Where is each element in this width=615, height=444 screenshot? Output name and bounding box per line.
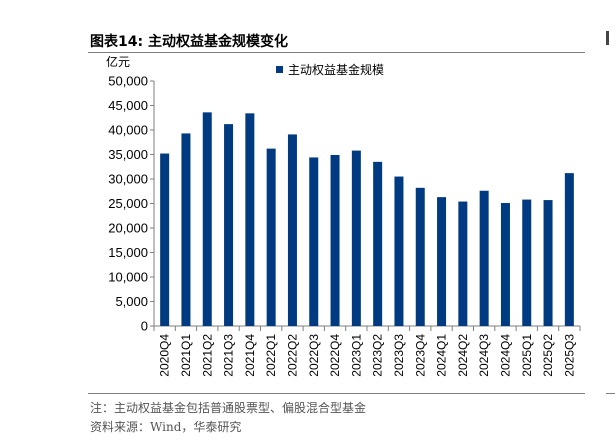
bar <box>373 161 383 326</box>
y-tick-label: 35,000 <box>108 147 148 162</box>
x-tick-label: 2024Q4 <box>498 334 512 377</box>
x-tick-label: 2025Q1 <box>520 334 534 377</box>
legend-label: 主动权益基金规模 <box>288 62 384 77</box>
x-tick-label: 2021Q1 <box>179 334 193 377</box>
figure-title-text: 主动权益基金规模变化 <box>147 34 288 50</box>
y-tick-label: 10,000 <box>108 270 148 285</box>
bar <box>160 153 170 326</box>
x-tick-label: 2024Q3 <box>477 334 491 377</box>
edge-mark <box>606 31 609 45</box>
y-tick-label: 50,000 <box>108 74 148 89</box>
x-tick-label: 2021Q4 <box>243 334 257 377</box>
x-tick-label: 2023Q2 <box>371 334 385 377</box>
bar <box>500 203 510 326</box>
bar <box>522 199 532 326</box>
x-tick-label: 2022Q4 <box>328 334 342 377</box>
x-tick-label: 2025Q3 <box>562 334 576 377</box>
x-tick-label: 2022Q3 <box>307 334 321 377</box>
x-tick-label: 2022Q2 <box>285 334 299 377</box>
x-tick-label: 2023Q4 <box>413 334 427 377</box>
footer-rule <box>88 393 585 394</box>
bar <box>181 133 191 326</box>
figure-title: 图表14: 主动权益基金规模变化 <box>90 31 288 51</box>
bar <box>287 134 297 326</box>
y-tick-label: 30,000 <box>108 172 148 187</box>
y-tick-label: 45,000 <box>108 98 148 113</box>
x-tick-label: 2024Q1 <box>435 334 449 377</box>
x-tick-label: 2021Q2 <box>200 334 214 377</box>
x-tick-label: 2021Q3 <box>222 334 236 377</box>
chart-note: 注：主动权益基金包括普通股票型、偏股混合型基金 <box>90 401 367 415</box>
title-rule <box>88 52 585 53</box>
bar <box>437 197 447 326</box>
x-tick-label: 2023Q3 <box>392 334 406 377</box>
edge-rule <box>606 393 615 394</box>
y-unit-label: 亿元 <box>106 54 130 69</box>
bar <box>394 176 404 326</box>
bar <box>309 157 319 326</box>
bar <box>202 112 212 326</box>
legend-swatch <box>276 66 283 73</box>
bar <box>479 190 489 326</box>
y-tick-label: 5,000 <box>115 294 148 309</box>
y-tick-label: 40,000 <box>108 123 148 138</box>
source-note: 资料来源：Wind，华泰研究 <box>90 420 242 434</box>
y-tick-label: 0 <box>141 319 148 334</box>
bar-chart: 亿元 0 5,000 10,000 15,000 20,000 25,000 30,000 35… <box>106 54 581 377</box>
x-tick-label: 2020Q4 <box>158 334 172 377</box>
x-tick-label: 2025Q2 <box>541 334 555 377</box>
bar <box>330 154 340 326</box>
y-tick-label: 15,000 <box>108 245 148 260</box>
y-tick-label: 25,000 <box>108 196 148 211</box>
x-tick-label: 2023Q1 <box>349 334 363 377</box>
figure-label: 图表14: <box>90 34 144 50</box>
bar <box>543 200 553 326</box>
y-tick-label: 20,000 <box>108 221 148 236</box>
bar <box>564 173 574 326</box>
bar <box>224 124 234 327</box>
bar <box>266 148 276 326</box>
bar <box>415 187 425 326</box>
x-tick-label: 2022Q1 <box>264 334 278 377</box>
bar <box>245 113 255 326</box>
bar <box>351 150 361 326</box>
bar <box>458 201 468 326</box>
x-tick-label: 2024Q2 <box>456 334 470 377</box>
